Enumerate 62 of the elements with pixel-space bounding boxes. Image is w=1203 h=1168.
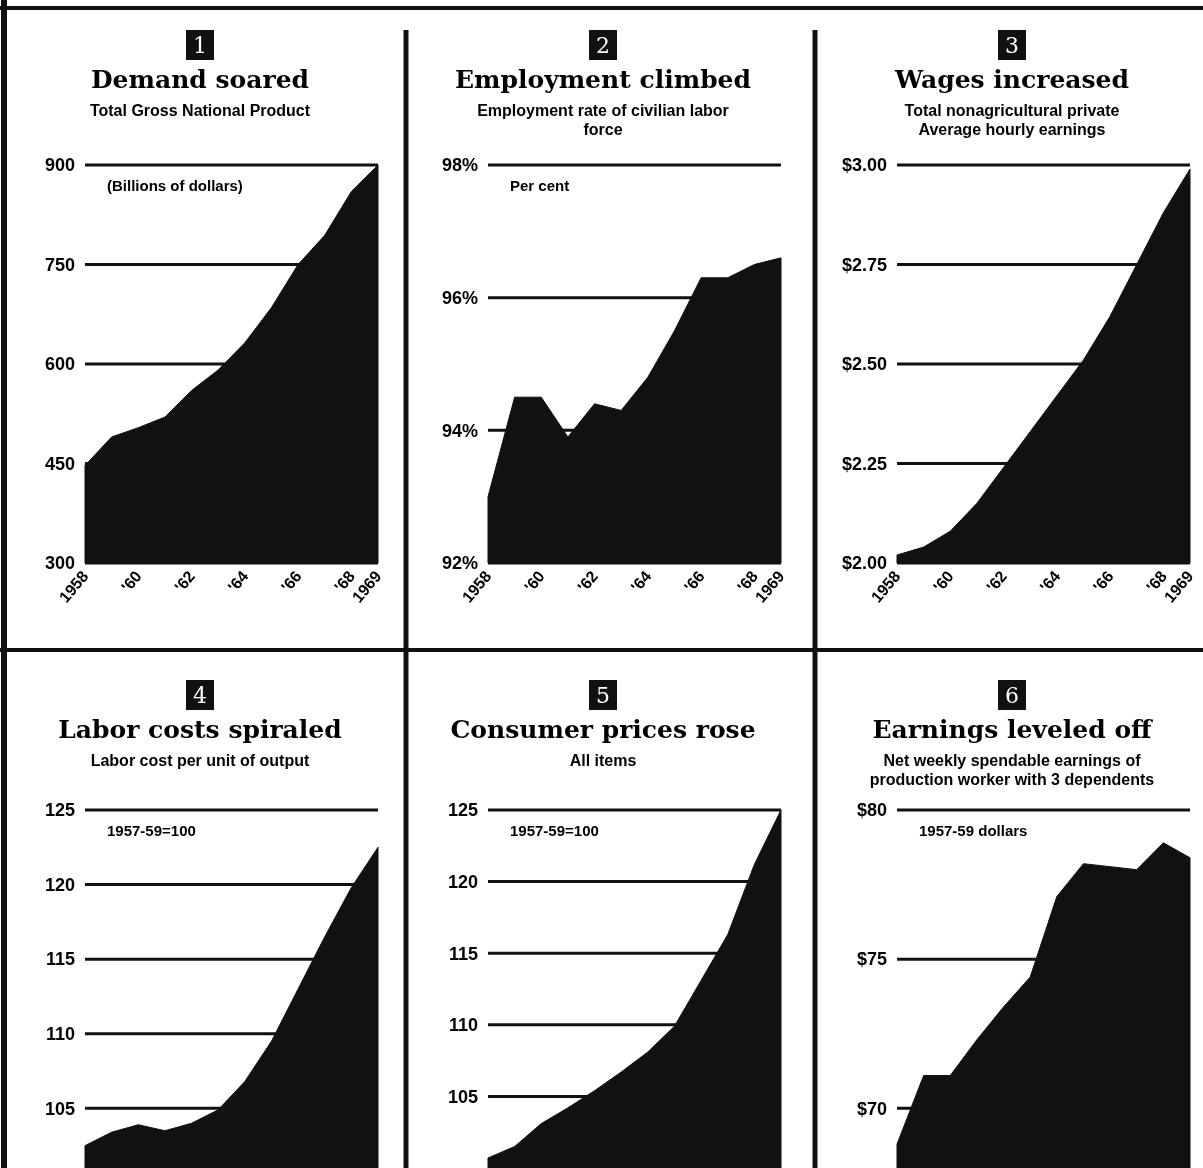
y-tick-label: 750 xyxy=(44,254,75,275)
y-tick-label: 110 xyxy=(45,1024,75,1045)
y-tick-label: 98% xyxy=(441,155,478,176)
y-tick-label: $2.75 xyxy=(841,254,887,275)
y-tick-label: 96% xyxy=(441,287,478,308)
y-tick-label: 120 xyxy=(447,871,478,892)
chart-subtitle: Employment rate of civilian labor force xyxy=(477,102,729,138)
y-axis-title: Per cent xyxy=(510,177,570,194)
y-tick-label: 110 xyxy=(448,1015,478,1036)
y-tick-label: 120 xyxy=(44,874,75,895)
chart-title: Employment climbed xyxy=(454,65,752,94)
y-tick-label: 300 xyxy=(44,553,75,574)
text: 1 xyxy=(193,33,207,58)
y-tick-label: $3.00 xyxy=(841,155,887,176)
y-tick-label: 115 xyxy=(45,949,75,970)
y-axis-title: 1957-59=100 xyxy=(107,822,196,839)
y-axis-title: 1957-59 dollars xyxy=(919,822,1028,839)
x-tick-label: '60 xyxy=(117,567,145,596)
y-tick-label: $2.00 xyxy=(841,553,887,574)
x-tick-label: '66 xyxy=(680,567,708,596)
chart-title: Wages increased xyxy=(894,65,1129,94)
text: 4 xyxy=(193,683,207,708)
y-tick-label: 105 xyxy=(44,1098,75,1119)
y-tick-label: 94% xyxy=(441,420,478,441)
chart-subtitle: Total Gross National Product xyxy=(89,102,311,119)
chart-title: Labor costs spiraled xyxy=(58,715,342,744)
y-tick-label: 125 xyxy=(447,800,478,821)
text: 5 xyxy=(596,683,610,708)
text: 2 xyxy=(596,33,610,58)
y-tick-label: 900 xyxy=(44,155,75,176)
y-tick-label: $80 xyxy=(856,800,887,821)
y-tick-label: 125 xyxy=(44,800,75,821)
y-tick-label: $2.25 xyxy=(841,453,887,474)
x-tick-label: '64 xyxy=(1036,567,1064,596)
y-tick-label: $70 xyxy=(856,1098,887,1119)
y-tick-label: 450 xyxy=(44,453,75,474)
x-tick-label: '64 xyxy=(224,567,252,596)
y-tick-label: $2.50 xyxy=(841,354,887,375)
x-tick-label: '60 xyxy=(520,567,548,596)
chart-subtitle: Total nonagricultural private Average hourly earnings xyxy=(904,102,1120,138)
y-tick-label: $75 xyxy=(856,949,887,970)
text: 3 xyxy=(1005,33,1019,58)
chart-title: Demand soared xyxy=(90,65,310,94)
y-tick-label: 92% xyxy=(441,553,478,574)
y-tick-label: 105 xyxy=(447,1086,478,1107)
x-tick-label: '62 xyxy=(171,567,199,596)
y-tick-label: 115 xyxy=(448,943,478,964)
chart-title: Earnings leveled off xyxy=(872,715,1154,744)
x-tick-label: '64 xyxy=(627,567,655,596)
x-tick-label: '60 xyxy=(929,567,957,596)
chart-title: Consumer prices rose xyxy=(450,715,756,744)
y-tick-label: 600 xyxy=(44,354,75,375)
chart-subtitle: All items xyxy=(569,752,637,769)
x-tick-label: '62 xyxy=(983,567,1011,596)
text: 6 xyxy=(1005,683,1019,708)
x-tick-label: '66 xyxy=(277,567,305,596)
x-tick-label: '66 xyxy=(1089,567,1117,596)
y-axis-title: 1957-59=100 xyxy=(510,822,599,839)
x-tick-label: '62 xyxy=(574,567,602,596)
y-axis-title: (Billions of dollars) xyxy=(107,177,243,194)
chart-subtitle: Labor cost per unit of output xyxy=(90,752,310,769)
chart-subtitle: Net weekly spendable earnings of production worker with 3 dependents xyxy=(869,752,1155,788)
